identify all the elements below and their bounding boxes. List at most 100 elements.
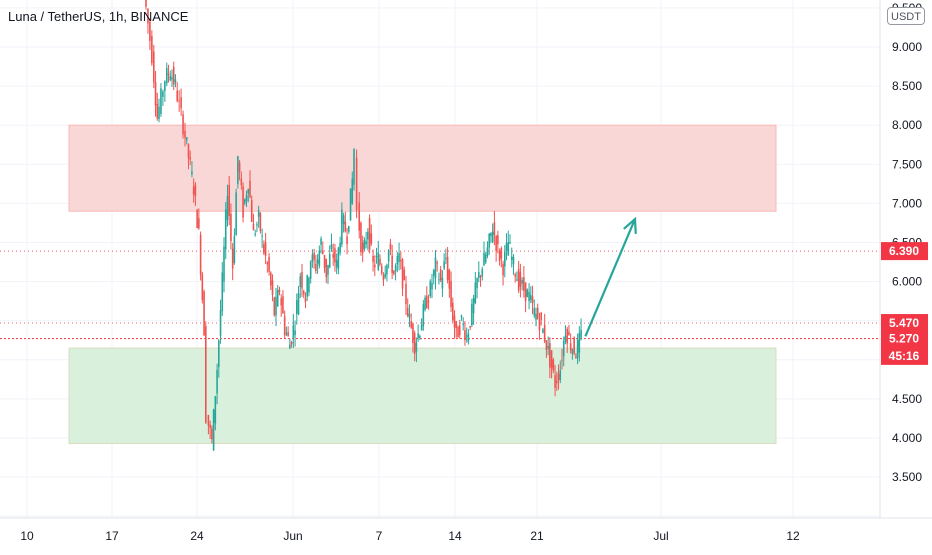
candle-body [226, 196, 229, 221]
candle-body [363, 240, 366, 249]
candle-body [358, 202, 360, 231]
price-label-box [881, 242, 928, 261]
candle-body [214, 396, 217, 424]
zone-resistance [68, 124, 777, 212]
candle-body [387, 250, 390, 262]
candle-body [578, 333, 581, 353]
candle-body [360, 222, 362, 252]
candle-body [337, 247, 340, 269]
candle-body [178, 100, 180, 102]
candle-body [467, 333, 470, 342]
candle-body [164, 81, 166, 91]
candle-body [542, 329, 544, 333]
candle-body [512, 256, 515, 265]
price-label-box [881, 346, 928, 365]
candle-body [483, 252, 485, 266]
x-tick-label: 7 [376, 529, 383, 543]
candle-body [211, 428, 213, 440]
candle-body [327, 264, 329, 275]
x-tick-label: 12 [786, 529, 800, 543]
candle-body [191, 171, 193, 175]
candle-body [514, 274, 516, 277]
candle-body [504, 251, 506, 267]
candle-body [205, 326, 207, 423]
candle-body [368, 218, 371, 250]
price-label-box [881, 329, 928, 348]
candle-body [212, 409, 215, 451]
candle-body [189, 157, 191, 160]
candle-body [174, 79, 177, 83]
y-tick-label: 9.000 [892, 40, 922, 54]
candle-body [160, 88, 162, 115]
candle-body [182, 114, 184, 135]
chart-title: Luna / TetherUS, 1h, BINANCE [8, 9, 189, 24]
x-tick-label: 24 [190, 529, 204, 543]
candle-body [166, 68, 168, 84]
candle-body [441, 277, 444, 289]
candle-body [330, 244, 333, 250]
price-label-text: 5.270 [889, 332, 919, 346]
candle-body [228, 184, 230, 216]
candle-body [145, 0, 147, 7]
candle-body [550, 350, 553, 369]
price-label-text: 5.470 [889, 316, 919, 330]
candle-body [308, 278, 310, 293]
candle-body [240, 178, 243, 186]
candle-body [147, 9, 149, 24]
candle-body [507, 242, 510, 256]
candle-body [237, 156, 239, 184]
candle-body [432, 270, 435, 276]
candle-body [552, 359, 555, 371]
candle-body [199, 234, 202, 275]
candle-body [149, 21, 151, 41]
candle-body [403, 269, 406, 280]
candle-body [453, 315, 456, 328]
candle-body [247, 189, 250, 194]
candle-body [549, 342, 551, 368]
candle-body [290, 341, 293, 345]
candle-body [566, 328, 568, 344]
y-tick-label: 7.000 [892, 196, 922, 210]
candle-body [510, 256, 513, 260]
candle-body [568, 331, 570, 335]
candle-body [162, 91, 164, 97]
candle-body [353, 149, 355, 185]
candle-body [580, 329, 582, 338]
candle-body [573, 337, 575, 354]
candle-body [341, 209, 343, 245]
candle-body [209, 424, 211, 429]
candle-body [245, 195, 248, 202]
candle-body [287, 332, 289, 336]
candle-body [282, 296, 284, 314]
candle-body [194, 184, 197, 197]
currency-unit-badge[interactable]: USDT [887, 7, 925, 25]
candle-body [462, 323, 464, 325]
x-tick-label: Jun [283, 529, 302, 543]
candle-body [391, 255, 393, 273]
candle-body [564, 335, 567, 342]
candle-body [448, 269, 451, 289]
candle-body [422, 304, 425, 327]
candle-body [497, 235, 499, 244]
candle-body [249, 180, 251, 198]
candle-body [562, 340, 565, 357]
candle-body [318, 250, 321, 266]
candle-body [285, 333, 288, 335]
candle-body [464, 330, 466, 340]
candle-body [158, 106, 160, 119]
candle-body [198, 218, 200, 229]
candle-body [389, 243, 392, 250]
candle-body [367, 231, 369, 240]
candle-body [377, 252, 380, 270]
candle-body [207, 414, 210, 426]
candle-body [322, 250, 324, 254]
x-tick-label: 21 [530, 529, 544, 543]
candle-body [471, 303, 473, 326]
candle-body [382, 275, 385, 281]
y-tick-label: 8.500 [892, 79, 922, 93]
candle-body [296, 300, 298, 314]
candle-body [554, 375, 556, 388]
candle-body [526, 289, 529, 297]
